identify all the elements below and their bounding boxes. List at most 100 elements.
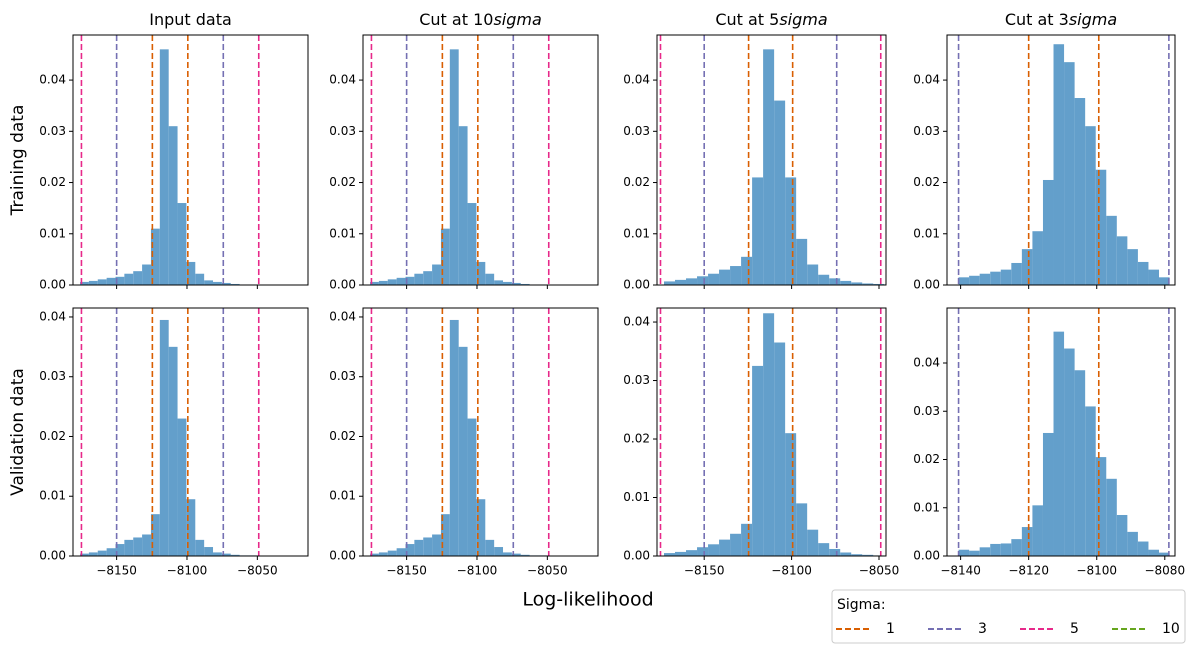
bar (708, 273, 720, 285)
y-tick-label: 0.01 (623, 490, 650, 504)
title-text: Cut at 3 (1005, 10, 1069, 29)
bar (440, 514, 450, 556)
bar (1127, 249, 1138, 285)
bar (503, 552, 512, 556)
bar (1011, 262, 1022, 285)
bar (1116, 514, 1128, 556)
legend-label: 5 (1070, 621, 1079, 637)
bar (142, 264, 151, 285)
bar (432, 264, 441, 285)
bar (763, 49, 775, 285)
bar (708, 544, 720, 556)
panel-title: Input data (149, 10, 232, 29)
bar (774, 342, 786, 556)
bar (818, 274, 830, 285)
axes-frame (656, 34, 887, 286)
bar (741, 256, 753, 285)
bar (106, 277, 116, 285)
bar (150, 514, 160, 556)
x-tick-label: −8100 (771, 564, 812, 578)
bar (774, 100, 786, 285)
plot-area (957, 308, 1170, 556)
bar (1085, 406, 1096, 556)
panel-title: Cut at 5sigma (715, 10, 827, 29)
bar (1021, 527, 1033, 556)
plot-area (659, 35, 885, 285)
bar (370, 553, 379, 556)
bar (230, 283, 240, 285)
bar (829, 548, 841, 556)
plot-area (80, 35, 260, 285)
y-tick-label: 0.02 (39, 429, 66, 443)
bar (449, 319, 459, 556)
bar (476, 261, 486, 285)
bar (378, 552, 388, 556)
bar (862, 283, 874, 285)
x-tick-label: −8050 (237, 564, 278, 578)
bar (195, 539, 205, 556)
bar (851, 282, 863, 285)
y-tick-label: 0.04 (39, 309, 66, 323)
bar (414, 539, 424, 556)
y-tick-label: 0.02 (329, 175, 356, 189)
bar (1106, 478, 1117, 556)
plot-area (957, 35, 1170, 285)
bar (818, 543, 830, 556)
bar (458, 126, 468, 285)
x-tick-label: −8150 (96, 564, 137, 578)
title-text: Cut at 5 (715, 10, 779, 29)
bar (396, 548, 406, 556)
y-tick-label: 0.02 (623, 432, 650, 446)
plot-area (659, 308, 885, 556)
bar (159, 319, 169, 556)
y-tick-label: 0.04 (39, 73, 66, 87)
bar (124, 539, 134, 556)
bar (1032, 231, 1043, 285)
y-axis-label: Validation data (8, 368, 28, 496)
bar (1137, 261, 1149, 285)
x-tick-label: −8140 (940, 564, 981, 578)
bar (88, 552, 98, 556)
bar (458, 346, 468, 556)
bar (1053, 331, 1065, 556)
bar (686, 278, 698, 285)
plot-area (370, 308, 550, 556)
bar (115, 544, 125, 556)
axes-frame (946, 34, 1176, 286)
bar (1116, 236, 1128, 285)
bar (97, 279, 107, 285)
y-tick-label: 0.04 (623, 315, 650, 329)
bar (697, 547, 709, 556)
bar (1095, 457, 1107, 556)
y-tick-label: 0.00 (329, 549, 356, 563)
bar (990, 271, 1001, 285)
y-tick-label: 0.00 (623, 549, 650, 563)
bar (1074, 370, 1086, 556)
bar (1053, 44, 1065, 285)
y-tick-label: 0.00 (913, 278, 940, 292)
bar (186, 261, 196, 285)
bar (1042, 432, 1054, 556)
bar (979, 547, 991, 556)
bar (719, 269, 731, 285)
axes-frame (72, 307, 309, 557)
bar (840, 552, 852, 556)
bar (97, 550, 107, 556)
y-tick-label: 0.03 (329, 124, 356, 138)
x-tick-label: −8080 (1144, 564, 1185, 578)
bar (1159, 552, 1170, 556)
bar (990, 543, 1001, 556)
bar (503, 281, 512, 285)
bar (807, 529, 819, 556)
y-tick-label: 0.02 (623, 175, 650, 189)
y-tick-label: 0.04 (329, 309, 356, 323)
bar (221, 553, 231, 556)
y-tick-label: 0.00 (329, 278, 356, 292)
bar (675, 551, 687, 556)
y-tick-label: 0.03 (39, 124, 66, 138)
plot-area (80, 308, 260, 556)
bar (663, 281, 676, 285)
bar (873, 283, 885, 285)
